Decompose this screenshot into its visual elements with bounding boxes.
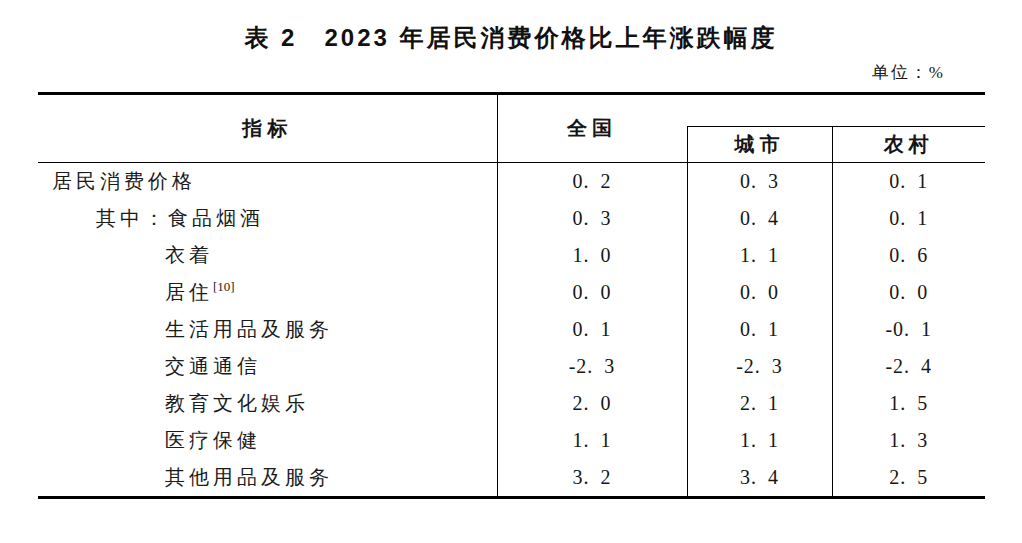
cpi-table: 指标 全国 城市 农村 居民消费价格0. 20. 30. 1其中：食品烟酒0. …: [38, 92, 985, 499]
row-label: 教育文化娱乐: [38, 385, 497, 422]
value-national: 1. 1: [497, 422, 687, 459]
value-urban: 2. 1: [687, 385, 832, 422]
value-rural: -0. 1: [832, 311, 985, 348]
table-row: 居民消费价格0. 20. 30. 1: [38, 163, 985, 201]
table-header: 指标 全国 城市 农村: [38, 94, 985, 163]
value-urban: 3. 4: [687, 459, 832, 498]
row-label: 衣着: [38, 237, 497, 274]
value-rural: 0. 0: [832, 274, 985, 311]
table-row: 教育文化娱乐2. 02. 11. 5: [38, 385, 985, 422]
row-label: 其他用品及服务: [38, 459, 497, 498]
unit-label: 单位：%: [872, 61, 945, 84]
row-label: 居住[10]: [38, 274, 497, 311]
value-urban: -2. 3: [687, 348, 832, 385]
footnote-ref: [10]: [213, 279, 235, 294]
value-national: 0. 2: [497, 163, 687, 201]
table-row: 衣着1. 01. 10. 6: [38, 237, 985, 274]
value-rural: 1. 3: [832, 422, 985, 459]
value-rural: -2. 4: [832, 348, 985, 385]
table-title: 表 2 2023 年居民消费价格比上年涨跌幅度: [0, 22, 1022, 54]
value-national: 0. 1: [497, 311, 687, 348]
value-national: 0. 0: [497, 274, 687, 311]
row-label: 居民消费价格: [38, 163, 497, 201]
value-rural: 1. 5: [832, 385, 985, 422]
table-row: 居住[10]0. 00. 00. 0: [38, 274, 985, 311]
value-urban: 0. 0: [687, 274, 832, 311]
value-national: -2. 3: [497, 348, 687, 385]
value-national: 1. 0: [497, 237, 687, 274]
table-body: 居民消费价格0. 20. 30. 1其中：食品烟酒0. 30. 40. 1衣着1…: [38, 163, 985, 498]
table-row: 生活用品及服务0. 10. 1-0. 1: [38, 311, 985, 348]
value-national: 3. 2: [497, 459, 687, 498]
row-label: 生活用品及服务: [38, 311, 497, 348]
header-indicator: 指标: [38, 94, 497, 163]
header-national: 全国: [497, 94, 687, 163]
header-spacer: [687, 94, 985, 127]
table-row: 其中：食品烟酒0. 30. 40. 1: [38, 200, 985, 237]
value-urban: 1. 1: [687, 422, 832, 459]
value-rural: 0. 1: [832, 200, 985, 237]
table-row: 医疗保健1. 11. 11. 3: [38, 422, 985, 459]
value-national: 0. 3: [497, 200, 687, 237]
value-urban: 0. 4: [687, 200, 832, 237]
value-rural: 0. 1: [832, 163, 985, 201]
header-urban: 城市: [687, 127, 832, 163]
table-row: 其他用品及服务3. 23. 42. 5: [38, 459, 985, 498]
value-rural: 2. 5: [832, 459, 985, 498]
table-row: 交通通信-2. 3-2. 3-2. 4: [38, 348, 985, 385]
row-label: 其中：食品烟酒: [38, 200, 497, 237]
row-label: 交通通信: [38, 348, 497, 385]
row-label: 医疗保健: [38, 422, 497, 459]
value-urban: 0. 1: [687, 311, 832, 348]
value-urban: 1. 1: [687, 237, 832, 274]
value-national: 2. 0: [497, 385, 687, 422]
value-rural: 0. 6: [832, 237, 985, 274]
value-urban: 0. 3: [687, 163, 832, 201]
header-rural: 农村: [832, 127, 985, 163]
